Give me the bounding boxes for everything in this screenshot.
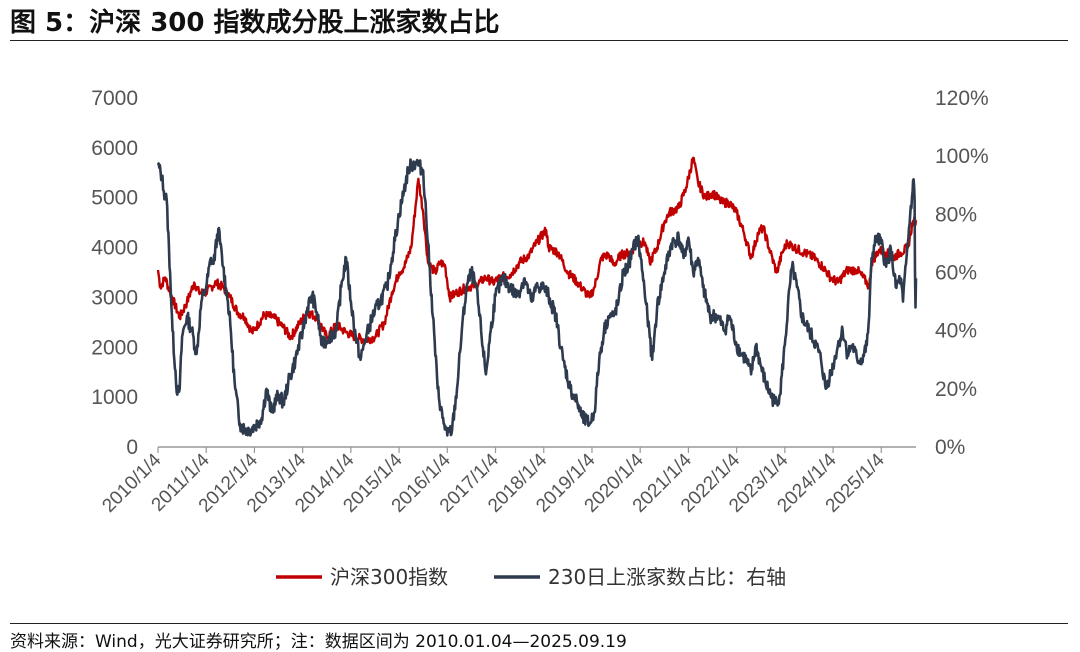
legend-label-ratio: 230日上涨家数占比：右轴 xyxy=(548,565,786,589)
series-line-hs300-index xyxy=(156,156,918,345)
bottom-divider xyxy=(10,623,1068,624)
series-line-rising-ratio xyxy=(156,158,918,437)
right-y-tick-label: 20% xyxy=(935,378,977,401)
right-y-tick-label: 100% xyxy=(935,145,989,168)
top-divider xyxy=(10,40,1068,41)
left-y-tick-label: 3000 xyxy=(91,286,138,309)
right-y-tick-label: 120% xyxy=(935,87,989,110)
x-axis-ticks: 2010/1/42011/1/42012/1/42013/1/42014/1/4… xyxy=(98,447,889,517)
right-y-tick-label: 40% xyxy=(935,320,977,343)
left-y-axis-ticks: 0 1000 2000 3000 4000 5000 6000 7000 xyxy=(91,87,138,459)
line-chart: 0 1000 2000 3000 4000 5000 6000 7000 0% 20% 40% 60… xyxy=(91,87,989,589)
chart-series xyxy=(156,156,918,437)
right-y-tick-label: 80% xyxy=(935,203,977,226)
chart-legend: 沪深300指数 230日上涨家数占比：右轴 xyxy=(276,565,786,589)
right-y-axis-ticks: 0% 20% 40% 60% 80% 100% 120% xyxy=(935,87,989,459)
right-y-tick-label: 60% xyxy=(935,262,977,285)
right-y-tick-label: 0% xyxy=(935,436,965,459)
left-y-tick-label: 0 xyxy=(126,436,138,459)
left-y-tick-label: 5000 xyxy=(91,187,138,210)
left-y-tick-label: 1000 xyxy=(91,386,138,409)
source-note: 资料来源：Wind，光大证券研究所；注：数据区间为 2010.01.04—202… xyxy=(10,632,627,652)
left-y-tick-label: 6000 xyxy=(91,137,138,160)
page-title: 图 5：沪深 300 指数成分股上涨家数占比 xyxy=(10,8,500,38)
left-y-tick-label: 7000 xyxy=(91,87,138,110)
legend-label-index: 沪深300指数 xyxy=(330,565,448,589)
left-y-tick-label: 2000 xyxy=(91,336,138,359)
left-y-tick-label: 4000 xyxy=(91,237,138,260)
